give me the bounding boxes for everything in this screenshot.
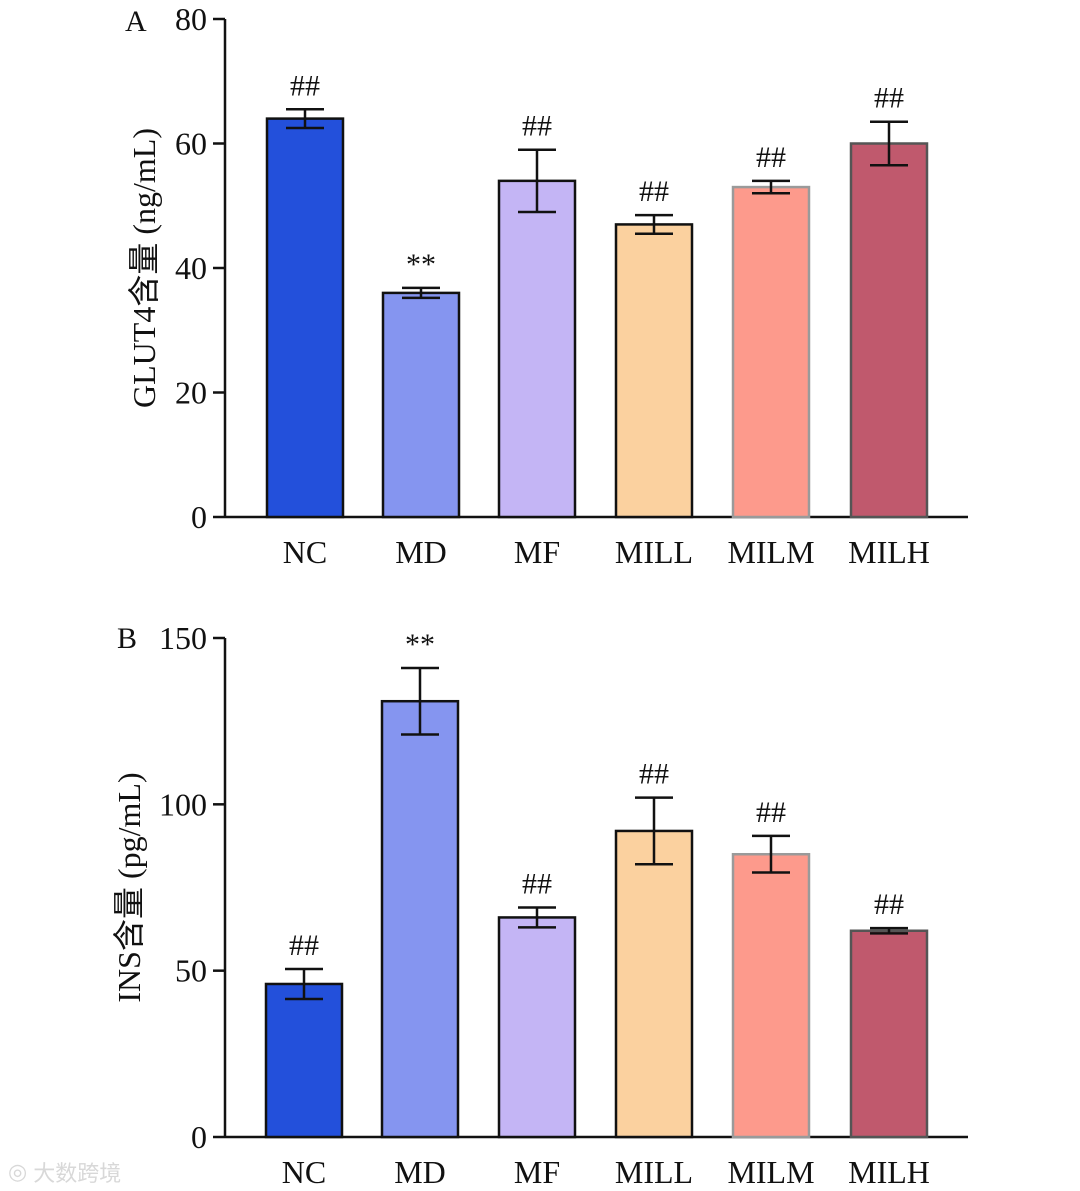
significance-mark: ## [522, 110, 552, 143]
significance-mark: ## [639, 758, 669, 791]
watermark-logo-icon: ◎ [8, 1159, 28, 1185]
panel-a-glut4-chart: A GLUT4含量 (ng/mL) 0 20 40 60 80 ## NC ** MD ## MF ## M… [125, 1, 968, 570]
x-tick-label: MILM [727, 1154, 814, 1190]
y-tick-label: 80 [175, 1, 207, 37]
y-tick-label: 50 [175, 953, 207, 989]
significance-mark: ## [289, 929, 319, 962]
y-axis-title: INS含量 (pg/mL) [111, 772, 147, 1002]
panel-letter: A [125, 5, 147, 38]
significance-mark: ** [405, 628, 435, 661]
panel-letter: B [117, 622, 137, 655]
x-tick-label: MILM [727, 534, 814, 570]
y-tick-label: 20 [175, 375, 207, 411]
panel-b-ins-chart: B INS含量 (pg/mL) 0 50 100 150 ## NC ** MD ## MF ## MIL… [111, 620, 968, 1190]
x-tick-label: MILL [615, 534, 693, 570]
x-tick-label: MF [514, 1154, 560, 1190]
x-tick-label: MD [395, 534, 447, 570]
significance-mark: ## [874, 82, 904, 115]
watermark-text: 大数跨境 [33, 1162, 122, 1187]
significance-mark: ## [522, 867, 552, 900]
bar-nc [265, 117, 345, 519]
bar-mill [614, 829, 694, 1139]
bar-milm [731, 852, 811, 1139]
bar-milh [849, 142, 929, 519]
y-tick-label: 60 [175, 126, 207, 162]
x-tick-label: MILL [615, 1154, 693, 1190]
y-tick-label: 100 [159, 786, 207, 822]
bar-md [381, 291, 461, 519]
bar-mill [614, 223, 694, 519]
significance-mark: ** [406, 248, 436, 281]
y-axis-title: GLUT4含量 (ng/mL) [126, 128, 162, 408]
x-tick-label: MILH [848, 1154, 930, 1190]
significance-mark: ## [756, 141, 786, 174]
bar-milm [731, 185, 811, 519]
bar-mf [497, 179, 577, 519]
y-tick-label: 0 [191, 1119, 207, 1155]
y-tick-label: 150 [159, 620, 207, 656]
bar-mf [497, 916, 577, 1139]
x-tick-label: MF [514, 534, 560, 570]
significance-mark: ## [756, 796, 786, 829]
bar-md [380, 699, 460, 1139]
x-tick-label: MD [394, 1154, 446, 1190]
significance-mark: ## [874, 888, 904, 921]
bar-nc [264, 982, 344, 1139]
x-tick-label: NC [283, 534, 327, 570]
bar-milh [849, 929, 929, 1139]
y-tick-label: 40 [175, 250, 207, 286]
x-tick-label: MILH [848, 534, 930, 570]
significance-mark: ## [290, 69, 320, 102]
x-tick-label: NC [282, 1154, 326, 1190]
significance-mark: ## [639, 175, 669, 208]
watermark: ◎ 大数跨境 [8, 1156, 121, 1188]
y-tick-label: 0 [191, 499, 207, 535]
